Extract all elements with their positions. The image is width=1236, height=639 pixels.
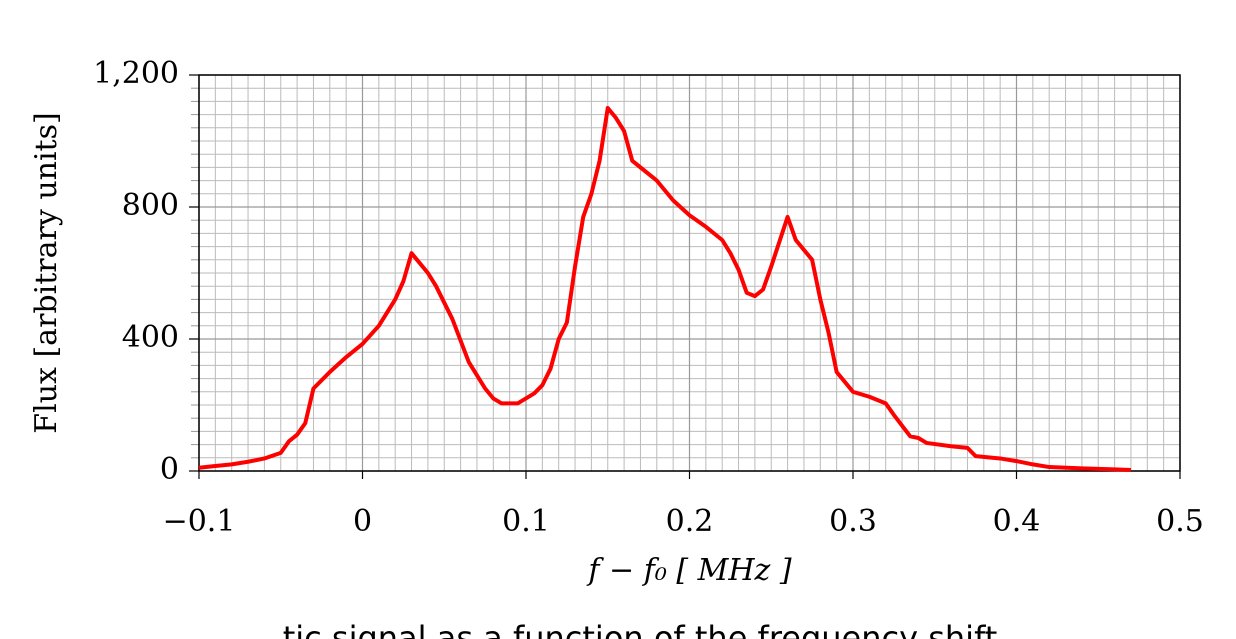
- y-tick-label: 400: [122, 320, 179, 355]
- x-tick-label: 0.4: [993, 504, 1041, 539]
- x-tick-label: 0.5: [1156, 504, 1204, 539]
- series-line: [198, 106, 1132, 473]
- x-tick-label: −0.1: [163, 504, 236, 539]
- x-tick-label: 0.2: [666, 504, 714, 539]
- x-tick-label: 0.3: [829, 504, 877, 539]
- y-axis-label: Flux [arbitrary units]: [29, 112, 64, 433]
- caption: tic signal as a function of the frequenc…: [283, 619, 998, 639]
- x-tick-label: 0.1: [502, 504, 550, 539]
- y-tick-label: 1,200: [93, 56, 179, 91]
- y-tick-label: 0: [160, 452, 179, 487]
- plot-frame: [198, 74, 1181, 472]
- x-axis-label: f − f₀ [ MHz ]: [586, 553, 791, 588]
- x-tick-label: 0: [353, 504, 372, 539]
- y-tick-label: 800: [122, 188, 179, 223]
